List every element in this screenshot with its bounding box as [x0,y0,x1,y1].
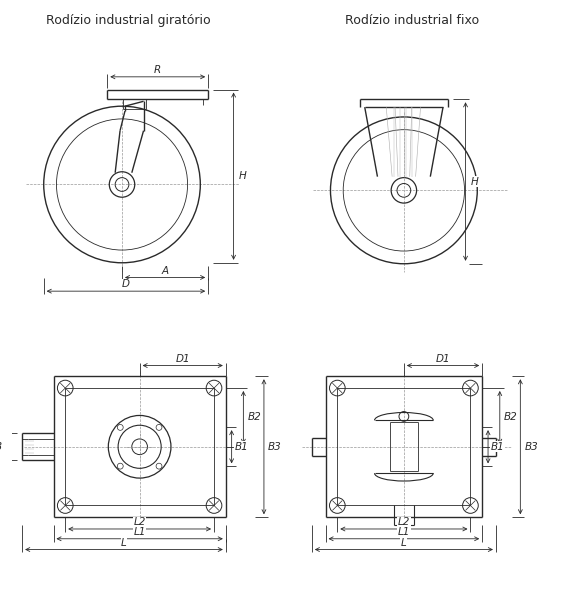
Text: B3: B3 [524,442,538,452]
Text: L1: L1 [133,527,146,537]
Text: A: A [162,266,169,276]
Text: B3: B3 [268,442,282,452]
Text: L: L [121,538,127,547]
Text: Rodízio industrial giratório: Rodízio industrial giratório [45,14,210,26]
Text: D1: D1 [175,353,190,364]
Text: B1: B1 [491,442,505,452]
Text: B: B [0,442,2,452]
Text: B2: B2 [503,413,517,423]
Text: R: R [154,65,161,75]
Text: D1: D1 [436,353,450,364]
Text: H: H [239,171,246,181]
Text: D: D [122,279,130,290]
Text: B2: B2 [247,413,261,423]
Text: L2: L2 [133,517,146,527]
Text: L2: L2 [398,517,410,527]
Text: H: H [470,177,478,186]
Text: B1: B1 [235,442,249,452]
Text: L1: L1 [398,527,410,537]
Text: Rodízio industrial fixo: Rodízio industrial fixo [345,14,479,26]
Text: L: L [401,538,407,547]
